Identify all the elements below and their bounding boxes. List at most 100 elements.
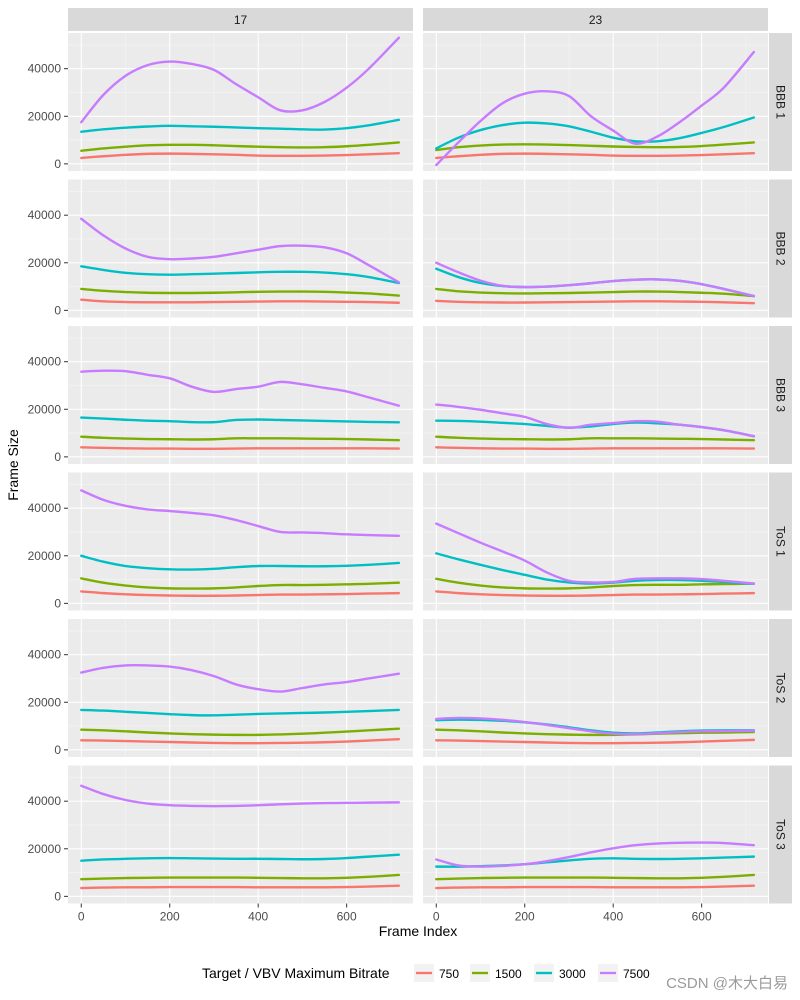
series-line-7500 [435, 403, 756, 438]
series-line-750 [435, 299, 756, 305]
column-strip-17 [68, 8, 413, 31]
panel [423, 33, 768, 171]
row-strip [769, 472, 792, 611]
legend-items: 750 1500 3000 7500 [414, 964, 650, 982]
panel-background [423, 33, 768, 171]
series-line-1500 [435, 577, 756, 590]
series-line-1500 [80, 873, 401, 881]
series-line-750 [80, 737, 401, 745]
series-line-750 [80, 446, 401, 450]
legend-label: 3000 [559, 967, 586, 981]
panel-background [423, 179, 768, 318]
watermark-text: CSDN @木大白易 [666, 975, 788, 992]
series-line-7500 [80, 369, 401, 407]
row-strip-label: ToS 2 [774, 673, 788, 704]
panel [68, 472, 413, 611]
x-tick-label: 400 [603, 910, 623, 924]
series-line-7500 [80, 784, 401, 808]
y-tick-label: 20000 [28, 695, 62, 709]
series-line-750 [435, 738, 756, 745]
legend-label: 1500 [495, 967, 522, 981]
y-tick-label: 40000 [28, 208, 62, 222]
y-tick-label: 20000 [28, 109, 62, 123]
legend: Target / VBV Maximum Bitrate 750 1500 3000… [202, 964, 650, 982]
y-tick-label: 0 [54, 596, 61, 610]
series-line-7500 [80, 489, 401, 537]
series-line-1500 [80, 287, 401, 297]
series-line-7500 [80, 217, 401, 284]
row-strip [769, 33, 792, 171]
legend-label: 750 [439, 967, 459, 981]
series-line-3000 [80, 554, 401, 571]
series-line-750 [80, 590, 401, 597]
column-strip-label: 17 [234, 13, 248, 27]
column-strip-23 [423, 8, 768, 31]
series-line-3000 [80, 708, 401, 717]
series-line-3000 [80, 416, 401, 424]
legend-title: Target / VBV Maximum Bitrate [202, 965, 390, 981]
series-line-3000 [435, 116, 756, 150]
panel [423, 765, 768, 904]
legend-label: 7500 [623, 967, 650, 981]
panel [423, 179, 768, 318]
x-tick-label: 600 [692, 910, 712, 924]
series-line-3000 [80, 265, 401, 285]
series-line-1500 [435, 141, 756, 152]
series-line-750 [80, 151, 401, 160]
x-tick-label: 0 [433, 910, 440, 924]
y-tick-label: 40000 [28, 501, 62, 515]
panel-background [68, 179, 413, 318]
row-strip [769, 619, 792, 757]
row-strip-label: BBB 2 [774, 231, 788, 265]
series-line-1500 [80, 435, 401, 442]
series-line-1500 [435, 873, 756, 881]
panel-background [423, 619, 768, 757]
series-line-7500 [435, 50, 756, 167]
x-tick-label: 200 [160, 910, 180, 924]
series-line-7500 [435, 261, 756, 298]
y-tick-label: 0 [54, 889, 61, 903]
x-tick-label: 0 [78, 910, 85, 924]
y-tick-label: 40000 [28, 648, 62, 662]
series-line-1500 [80, 727, 401, 737]
panel [68, 765, 413, 904]
column-strip-label: 23 [589, 13, 603, 27]
series-line-1500 [80, 577, 401, 590]
panel [68, 179, 413, 318]
y-tick-label: 40000 [28, 355, 62, 369]
panel-background [423, 765, 768, 904]
row-strip-label: ToS 1 [774, 526, 788, 557]
x-tick-label: 200 [515, 910, 535, 924]
series-line-3000 [80, 853, 401, 862]
row-strip-label: BBB 3 [774, 378, 788, 412]
y-tick-label: 0 [54, 450, 61, 464]
y-tick-label: 0 [54, 157, 61, 171]
y-tick-label: 40000 [28, 62, 62, 76]
y-tick-label: 20000 [28, 549, 62, 563]
y-tick-label: 20000 [28, 256, 62, 270]
panels-layer: 17 23 BBB 1 BBB 2 BBB 3 ToS 1 ToS 2 ToS 3 [68, 8, 792, 904]
row-strip [769, 179, 792, 318]
y-tick-label: 20000 [28, 842, 62, 856]
row-strip-label: BBB 1 [774, 85, 788, 119]
series-line-7500 [435, 716, 756, 736]
series-line-750 [435, 590, 756, 597]
panel-background [423, 326, 768, 464]
series-line-750 [435, 151, 756, 160]
panel-background [68, 765, 413, 904]
y-tick-label: 40000 [28, 794, 62, 808]
series-line-7500 [80, 36, 401, 124]
panel [423, 472, 768, 611]
y-tick-label: 0 [54, 303, 61, 317]
series-line-1500 [80, 141, 401, 152]
series-line-7500 [80, 663, 401, 693]
series-line-1500 [435, 435, 756, 442]
y-axis-title: Frame Size [5, 429, 21, 501]
series-line-750 [80, 298, 401, 304]
panel [423, 619, 768, 757]
series-line-1500 [435, 728, 756, 737]
panel-background [68, 472, 413, 611]
series-line-3000 [80, 118, 401, 133]
x-axis-title: Frame Index [379, 923, 458, 939]
